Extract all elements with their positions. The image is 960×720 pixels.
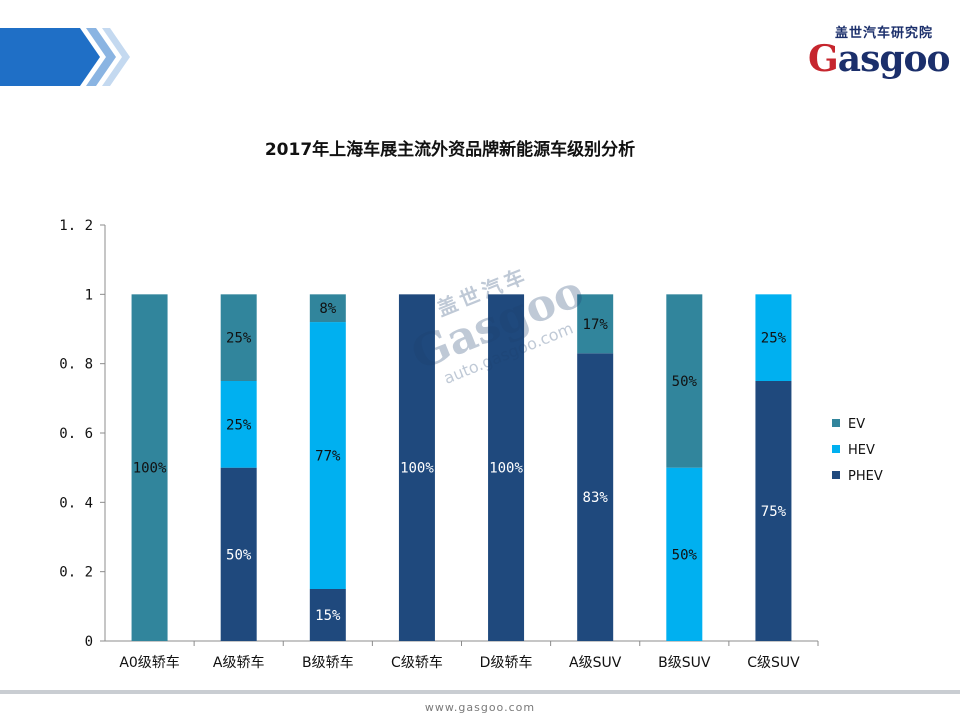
data-label: 50%: [672, 374, 698, 390]
x-tick-label: A级SUV: [569, 655, 622, 671]
data-label: 83%: [583, 490, 609, 506]
data-label: 25%: [226, 417, 252, 433]
logo-g-letter: G: [808, 38, 839, 80]
y-tick-label: 1: [85, 287, 93, 303]
y-tick-label: 0. 8: [59, 357, 93, 373]
x-tick-label: C级轿车: [391, 654, 443, 671]
bar-ev: [131, 294, 168, 641]
bar-ev: [309, 294, 346, 323]
legend-label-phev: PHEV: [848, 469, 883, 484]
data-label: 75%: [761, 504, 787, 520]
data-label: 25%: [226, 331, 252, 347]
bar-ev: [220, 294, 257, 381]
bar-phev: [309, 589, 346, 641]
logo-tagline: 盖世汽车研究院: [835, 26, 934, 41]
chart-title: 2017年上海车展主流外资品牌新能源车级别分析: [264, 140, 636, 160]
header-band: [0, 28, 130, 86]
legend-label-ev: EV: [848, 417, 865, 432]
data-label: 17%: [583, 317, 609, 333]
stacked-bar-chart: 0 0. 2 0. 4 0. 6 0. 8 1 1. 2 100% A0级轿车 50% 25% 25%…: [59, 218, 883, 671]
legend-label-hev: HEV: [848, 443, 875, 458]
legend-swatch-ev: [832, 419, 840, 427]
bar-hev: [755, 294, 792, 381]
bar-phev: [488, 294, 525, 641]
legend-swatch-hev: [832, 445, 840, 453]
bar-phev: [398, 294, 435, 641]
data-label: 15%: [315, 608, 341, 624]
x-tick-label: A级轿车: [213, 654, 265, 671]
data-label: 50%: [226, 547, 252, 563]
data-label: 77%: [315, 449, 341, 465]
gasgoo-logo: 盖世汽车研究院 Gasgoo: [790, 20, 951, 82]
y-tick-label: 0. 4: [59, 495, 93, 511]
data-label: 100%: [133, 461, 167, 477]
data-label: 100%: [400, 461, 434, 477]
bar-phev: [220, 467, 257, 641]
footer-divider: [0, 690, 960, 694]
data-label: 50%: [672, 547, 698, 563]
x-tick-label: B级轿车: [302, 654, 354, 671]
x-tick-label: D级轿车: [480, 654, 533, 671]
bar-ev: [666, 294, 703, 468]
y-tick-label: 0. 6: [59, 426, 93, 442]
bar-phev: [577, 353, 614, 641]
bar-hev: [309, 322, 346, 589]
x-tick-label: B级SUV: [658, 655, 711, 671]
y-tick-label: 0: [85, 634, 93, 650]
bar-ev: [577, 294, 614, 354]
data-label: 25%: [761, 331, 787, 347]
y-tick-label: 0. 2: [59, 565, 93, 581]
bar-phev: [755, 381, 792, 641]
x-tick-label: A0级轿车: [119, 654, 179, 671]
logo-word-rest: asgoo: [837, 38, 951, 80]
footer-url: www.gasgoo.com: [424, 701, 536, 714]
bar-hev: [666, 467, 703, 641]
data-label: 100%: [489, 461, 523, 477]
bar-hev: [220, 381, 257, 468]
logo-wordmark: Gasgoo: [808, 38, 951, 80]
y-tick-label: 1. 2: [59, 218, 93, 234]
legend-swatch-phev: [832, 471, 840, 479]
x-tick-label: C级SUV: [747, 655, 800, 671]
data-label: 8%: [319, 301, 336, 317]
